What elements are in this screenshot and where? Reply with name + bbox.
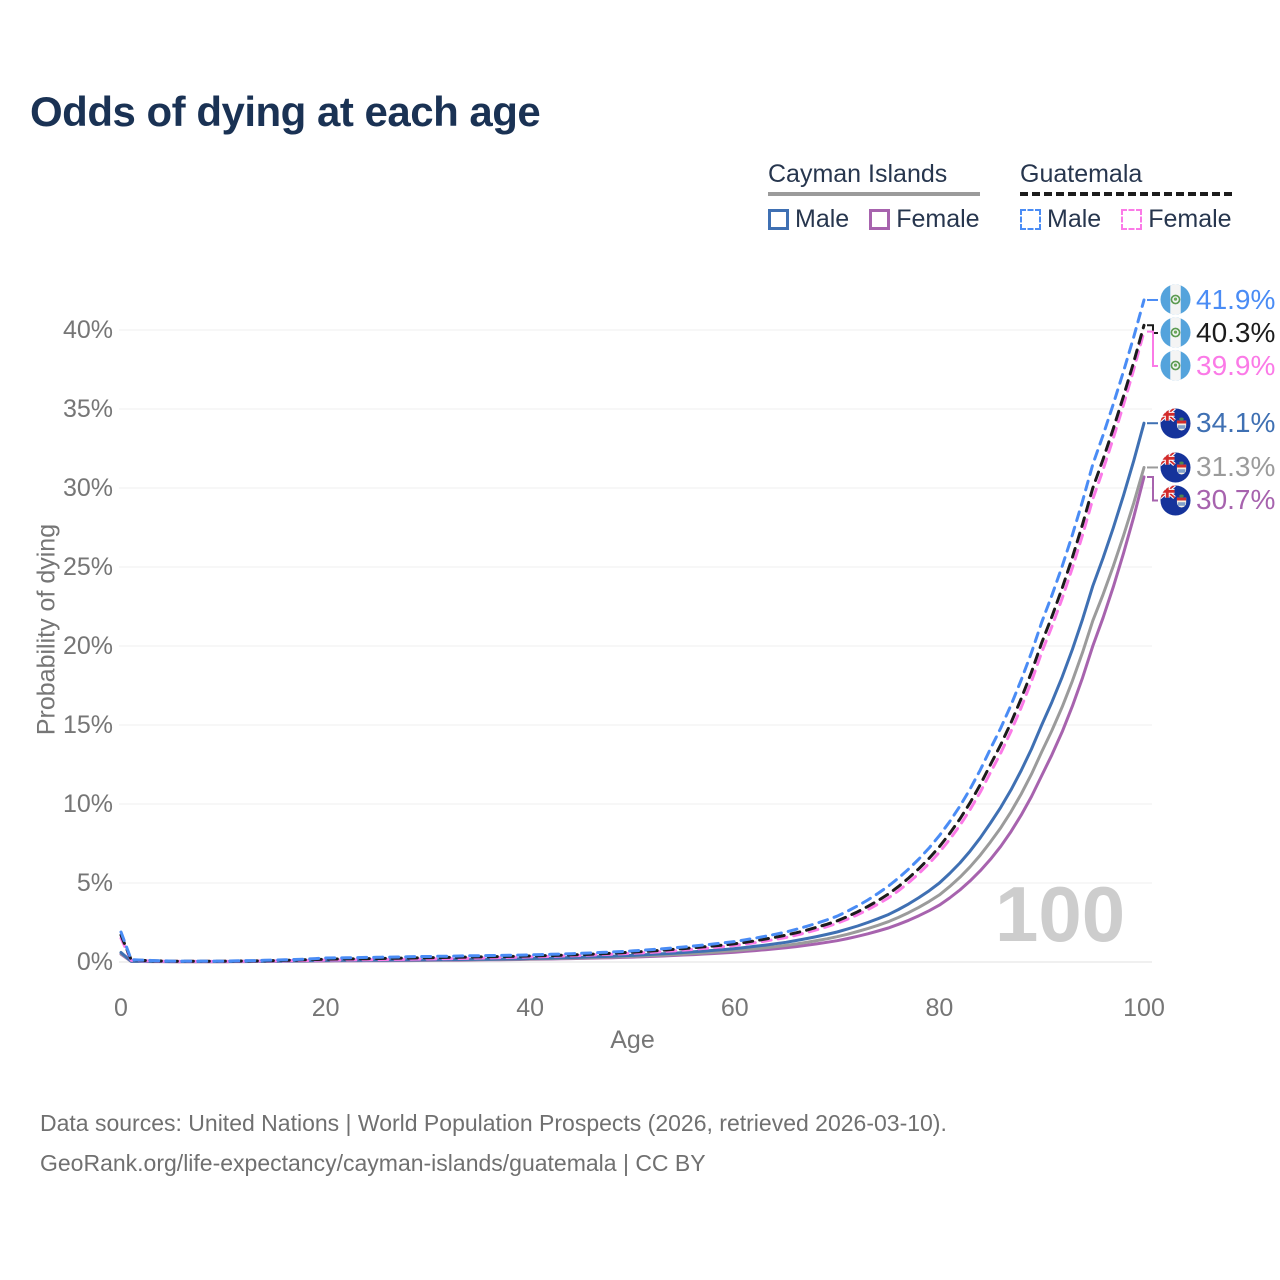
cayman-female-swatch-icon [869, 209, 891, 230]
label-connector [1147, 324, 1158, 334]
end-label-value: 30.7% [1196, 484, 1276, 516]
y-tick-label: 15% [63, 711, 113, 739]
label-connector [1147, 330, 1158, 367]
cayman-male-swatch-icon [768, 209, 789, 230]
end-label-cayman-male: 34.1% [1160, 407, 1275, 439]
legend-item-label: Male [795, 205, 850, 233]
legend-item-guatemala-female[interactable]: Female [1121, 205, 1232, 234]
legend-group-cayman-islands: Cayman Islands Male Female [768, 160, 980, 234]
series-line [119, 323, 1146, 963]
end-label-cayman-female: 30.7% [1160, 484, 1275, 516]
guatemala-flag-icon [1160, 284, 1191, 315]
end-label-value: 40.3% [1196, 316, 1276, 348]
x-axis-title: Age [610, 1026, 655, 1054]
end-label-value: 31.3% [1196, 451, 1276, 483]
x-tick-label: 60 [721, 994, 749, 1022]
y-tick-label: 20% [63, 632, 113, 660]
legend-item-label: Female [896, 205, 980, 233]
legend-item-cayman-male[interactable]: Male [768, 205, 849, 234]
label-connector [1147, 475, 1158, 502]
cayman-islands-flag-icon [1160, 485, 1191, 516]
legend-item-label: Female [1148, 205, 1232, 233]
legend-header-cayman-islands[interactable]: Cayman Islands [768, 160, 980, 196]
y-tick-label: 30% [63, 474, 113, 502]
y-tick-label: 5% [77, 869, 113, 897]
y-tick-label: 0% [77, 948, 113, 976]
end-label-value: 41.9% [1196, 283, 1276, 315]
guatemala-flag-icon [1160, 317, 1191, 348]
cayman-islands-flag-icon [1160, 408, 1191, 439]
end-label-guatemala-female: 39.9% [1160, 350, 1275, 382]
guatemala-line-sample [1020, 192, 1232, 196]
legend-header-cayman-islands-label: Cayman Islands [768, 160, 948, 188]
y-tick-label: 25% [63, 553, 113, 581]
end-label-guatemala-both: 40.3% [1160, 317, 1275, 349]
guatemala-flag-icon [1160, 350, 1191, 381]
legend-item-cayman-female[interactable]: Female [869, 205, 980, 234]
legend-item-guatemala-male[interactable]: Male [1020, 205, 1101, 234]
legend-group-guatemala: Guatemala Male Female [1020, 160, 1232, 234]
legend-row-cayman: Male Female [768, 205, 980, 234]
end-label-guatemala-male: 41.9% [1160, 284, 1275, 316]
end-label-value: 34.1% [1196, 407, 1276, 439]
age-watermark: 100 [995, 870, 1126, 958]
guatemala-male-swatch-icon [1020, 209, 1041, 230]
y-tick-label: 35% [63, 395, 113, 423]
data-sources-text: Data sources: United Nations | World Pop… [40, 1110, 947, 1136]
legend-row-guatemala: Male Female [1020, 205, 1232, 234]
series-line [119, 298, 1146, 963]
legend-header-guatemala-label: Guatemala [1020, 160, 1143, 188]
series-line [119, 475, 1146, 964]
x-tick-label: 100 [1123, 994, 1165, 1022]
end-label-cayman-both: 31.3% [1160, 451, 1275, 483]
legend-header-guatemala[interactable]: Guatemala [1020, 160, 1232, 196]
x-tick-label: 20 [312, 994, 340, 1022]
x-tick-label: 0 [114, 994, 128, 1022]
attribution-link[interactable]: GeoRank.org/life-expectancy/cayman-islan… [40, 1150, 706, 1176]
y-axis-title: Probability of dying [32, 523, 61, 736]
guatemala-female-swatch-icon [1121, 209, 1143, 230]
y-tick-label: 10% [63, 790, 113, 818]
legend-item-label: Male [1047, 205, 1102, 233]
series-line [119, 466, 1146, 964]
x-tick-label: 80 [925, 994, 953, 1022]
series-line [119, 421, 1146, 963]
x-tick-label: 40 [516, 994, 544, 1022]
page-title: Odds of dying at each age [30, 88, 541, 135]
series-line [119, 330, 1146, 963]
cayman-islands-flag-icon [1160, 452, 1191, 483]
cayman-islands-line-sample [768, 192, 980, 196]
end-label-value: 39.9% [1196, 349, 1276, 381]
y-tick-label: 40% [63, 316, 113, 344]
